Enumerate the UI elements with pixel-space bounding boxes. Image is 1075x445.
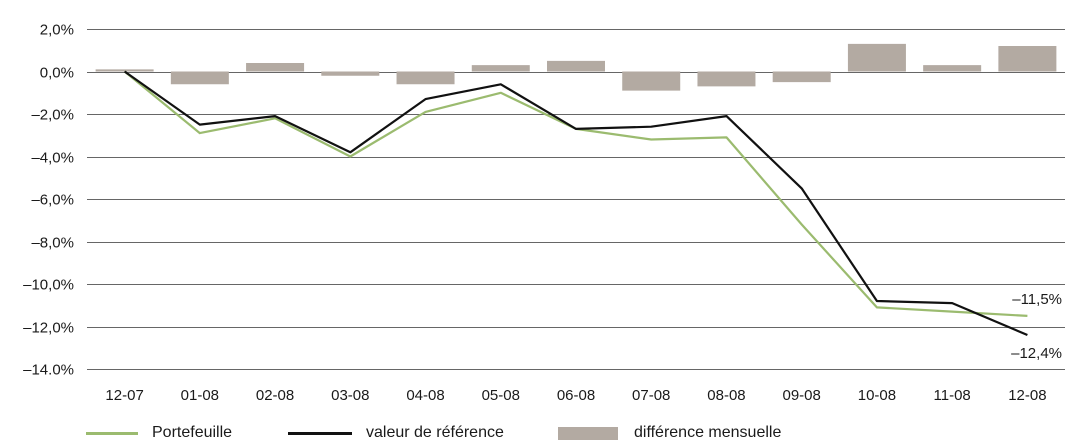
bar-difference-mensuelle [95, 69, 154, 72]
bar-difference-mensuelle [321, 71, 380, 76]
legend-item-difference-mensuelle: différence mensuelle [558, 422, 781, 444]
legend-swatch-difference-mensuelle [558, 426, 618, 440]
x-tick-label: 06-08 [557, 387, 595, 404]
data-label: –11,5% [1012, 291, 1062, 308]
bar-difference-mensuelle [547, 60, 605, 72]
x-tick-label: 02-08 [256, 387, 294, 404]
bar-difference-mensuelle [847, 43, 906, 72]
bar-difference-mensuelle [772, 71, 831, 83]
legend-item-portefeuille: Portefeuille [86, 422, 232, 444]
x-tick-label: 09-08 [783, 387, 821, 404]
bar-difference-mensuelle [396, 71, 455, 85]
x-tick-label: 08-08 [707, 387, 745, 404]
bar-difference-mensuelle [697, 71, 756, 87]
legend-item-valeur-de-reference: valeur de référence [288, 422, 504, 444]
difference-bars [95, 43, 1057, 91]
y-tick-label: –4,0% [31, 150, 74, 167]
legend-swatch-portefeuille [86, 431, 138, 435]
bar-difference-mensuelle [170, 71, 229, 85]
x-tick-label: 05-08 [482, 387, 520, 404]
bar-difference-mensuelle [622, 71, 681, 91]
gridlines [87, 29, 1065, 370]
line-valeur-de-reference [123, 70, 1028, 337]
y-tick-label: –2,0% [31, 107, 74, 124]
annotations: –11,5% –12,4% [1011, 291, 1062, 362]
x-tick-label: 12-08 [1008, 387, 1046, 404]
legend-label-difference-mensuelle: différence mensuelle [634, 424, 782, 441]
x-tick-label: 04-08 [406, 387, 444, 404]
bar-difference-mensuelle [471, 65, 530, 72]
legend-swatch-valeur-de-reference [288, 431, 352, 435]
y-tick-label: –10,0% [23, 277, 74, 294]
x-tick-label: 12-07 [105, 387, 143, 404]
x-tick-label: 03-08 [331, 387, 369, 404]
x-tick-label: 01-08 [181, 387, 219, 404]
series-lines [123, 70, 1028, 337]
y-tick-label: –14.0% [23, 362, 74, 379]
y-axis-ticks: 2,0% 0,0% –2,0% –4,0% –6,0% –8,0% –10,0% –12,0%… [23, 22, 74, 379]
legend-label-portefeuille: Portefeuille [152, 424, 233, 441]
legend: Portefeuille valeur de référence différe… [0, 422, 1075, 444]
chart: 2,0% 0,0% –2,0% –4,0% –6,0% –8,0% –10,0% –12,0%… [23, 22, 1065, 404]
x-tick-label: 07-08 [632, 387, 670, 404]
legend-label-valeur-de-reference: valeur de référence [366, 424, 504, 441]
x-tick-label: 10-08 [858, 387, 896, 404]
bar-difference-mensuelle [998, 46, 1057, 72]
y-tick-label: 2,0% [40, 22, 74, 39]
y-tick-label: –8,0% [31, 235, 74, 252]
line-portefeuille [123, 70, 1028, 317]
y-tick-label: –12,0% [23, 320, 74, 337]
x-axis-ticks: 12-07 01-08 02-08 03-08 04-08 05-08 06-08 07-08… [105, 387, 1046, 404]
data-label: –12,4% [1011, 345, 1062, 362]
bar-difference-mensuelle [923, 65, 982, 72]
y-tick-label: 0,0% [40, 65, 74, 82]
x-tick-label: 11-08 [934, 387, 971, 404]
y-tick-label: –6,0% [31, 192, 74, 209]
bar-difference-mensuelle [246, 63, 305, 72]
